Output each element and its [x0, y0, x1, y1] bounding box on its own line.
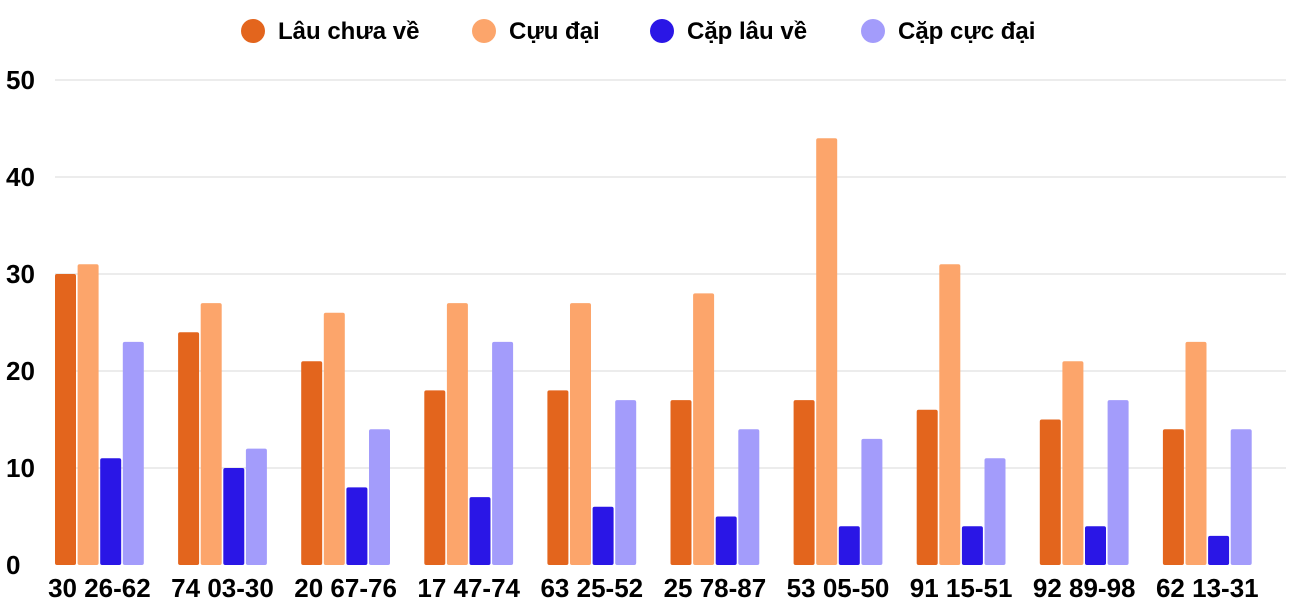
bar — [615, 400, 637, 565]
bar — [223, 468, 245, 565]
y-axis: 0 10 20 30 40 50 — [6, 65, 35, 580]
legend-item: Cặp lâu về — [650, 18, 807, 45]
x-tick-label: 63 25-52 — [540, 573, 643, 600]
x-tick-label: 53 05-50 — [787, 573, 890, 600]
legend-swatch — [241, 19, 265, 43]
bar — [592, 506, 614, 565]
bar — [961, 526, 983, 565]
bar — [738, 429, 760, 565]
bar — [838, 526, 860, 565]
bar — [200, 303, 222, 565]
legend-label: Cặp lâu về — [687, 18, 807, 45]
bar — [1208, 535, 1230, 565]
bar — [492, 341, 514, 565]
bar — [939, 264, 961, 565]
bar — [55, 274, 76, 565]
bar — [122, 341, 144, 565]
bar — [1185, 341, 1207, 565]
y-tick-label: 30 — [6, 259, 35, 289]
y-tick-label: 50 — [6, 65, 35, 95]
bar — [715, 516, 737, 565]
x-tick-label: 30 26-62 — [48, 573, 151, 600]
bar — [369, 429, 390, 565]
bar — [547, 390, 569, 565]
legend: Lâu chưa về Cựu đại Cặp lâu về Cặp cực đại — [241, 18, 1035, 45]
bar — [693, 293, 715, 565]
legend-label: Lâu chưa về — [278, 18, 419, 45]
legend-label: Cựu đại — [509, 18, 600, 45]
bar — [816, 138, 838, 565]
x-axis: 30 26-62 74 03-30 20 67-76 17 47-74 63 25-52… — [48, 573, 1259, 600]
bar — [301, 361, 323, 565]
bars — [55, 138, 1252, 565]
bar — [1085, 526, 1106, 565]
y-tick-label: 20 — [6, 356, 35, 386]
y-tick-label: 40 — [6, 162, 35, 192]
bar — [1062, 361, 1084, 565]
y-tick-label: 10 — [6, 453, 35, 483]
x-tick-label: 20 67-76 — [294, 573, 397, 600]
y-tick-label: 0 — [6, 550, 20, 580]
x-tick-label: 74 03-30 — [171, 573, 274, 600]
bar — [178, 332, 200, 565]
bar — [469, 497, 491, 565]
x-tick-label: 25 78-87 — [664, 573, 767, 600]
bar — [245, 448, 267, 565]
bar — [424, 390, 446, 565]
bar — [1230, 429, 1252, 565]
x-tick-label: 92 89-98 — [1033, 573, 1136, 600]
bar — [100, 458, 122, 565]
bar — [446, 303, 468, 565]
x-tick-label: 17 47-74 — [417, 573, 520, 600]
bar — [1162, 429, 1184, 565]
bar — [346, 487, 368, 565]
legend-item: Cặp cực đại — [861, 18, 1035, 45]
bar — [861, 438, 883, 565]
legend-item: Cựu đại — [472, 18, 600, 45]
legend-item: Lâu chưa về — [241, 18, 419, 45]
bar — [984, 458, 1006, 565]
bar — [323, 312, 345, 565]
legend-swatch — [650, 19, 674, 43]
x-tick-label: 91 15-51 — [910, 573, 1013, 600]
bar — [1039, 419, 1061, 565]
legend-swatch — [861, 19, 885, 43]
bar — [1107, 400, 1129, 565]
bar — [793, 400, 815, 565]
bar — [916, 409, 938, 565]
bar — [670, 400, 692, 565]
legend-label: Cặp cực đại — [898, 18, 1035, 45]
bar — [77, 264, 99, 565]
legend-swatch — [472, 19, 496, 43]
x-tick-label: 62 13-31 — [1156, 573, 1259, 600]
bar — [570, 303, 591, 565]
